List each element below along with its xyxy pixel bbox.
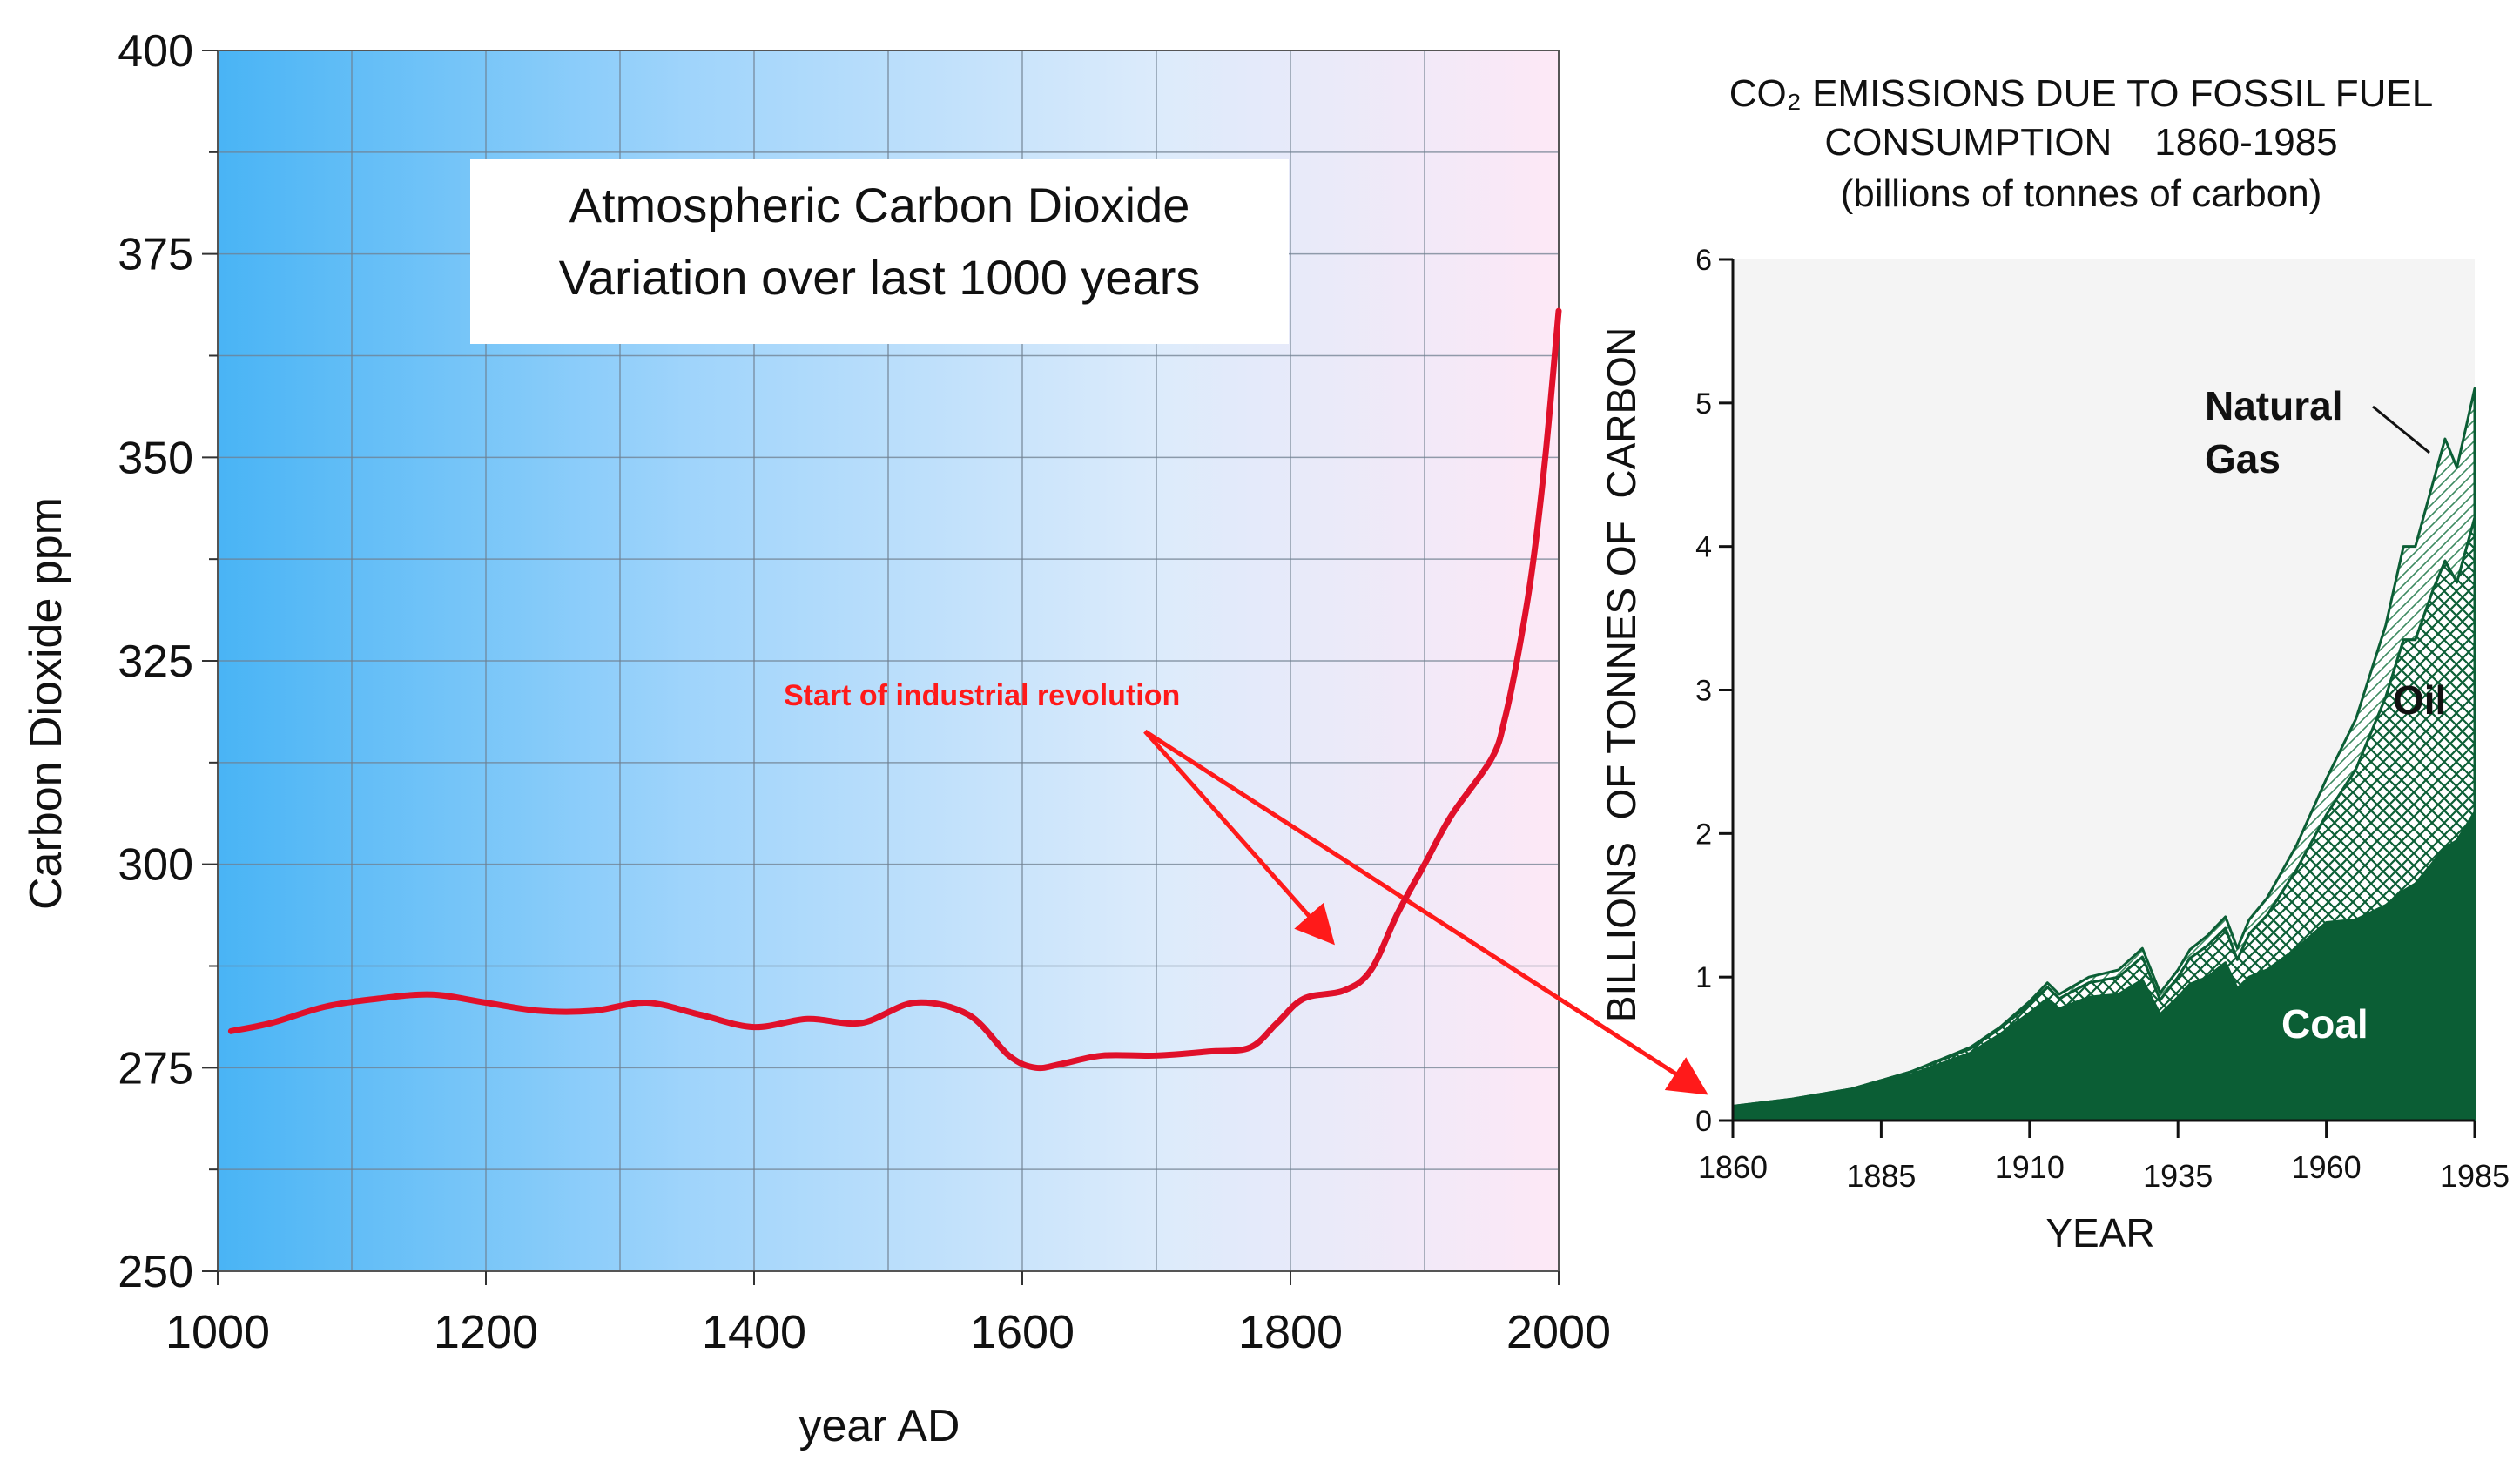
x-tick-label: 1985 [2440,1158,2510,1194]
co2-1000yr-chart: 250 275 300 325 350 375 400 1000 1200 1400 1600 18… [21,26,1708,1451]
x-axis-ticks: 1000 1200 1400 1600 1800 2000 [165,1271,1611,1358]
x-axis-label: year AD [799,1401,960,1451]
x-tick-label: 1600 [970,1306,1075,1358]
x-axis-ticks: 1860 1885 1910 1935 1960 1985 [1698,1121,2510,1194]
fossil-fuel-emissions-chart: CO₂ EMISSIONS DUE TO FOSSIL FUEL CONSUMP… [1599,72,2510,1256]
y-tick-label: 2 [1695,818,1712,851]
label-oil: Oil [2393,677,2446,723]
y-tick-label: 6 [1695,244,1712,277]
right-chart-title-line2: CONSUMPTION 1860-1985 [1824,121,2337,164]
x-tick-label: 1200 [434,1306,538,1358]
y-axis-label: Carbon Dioxide ppm [21,497,71,910]
y-axis-ticks: 0 1 2 3 4 5 6 [1695,244,1733,1138]
label-natural-gas-line2: Gas [2205,436,2281,481]
y-tick-label: 0 [1695,1105,1712,1138]
y-axis-ticks: 250 275 300 325 350 375 400 [118,26,218,1297]
chart-title: Atmospheric Carbon Dioxide [569,178,1190,232]
y-tick-label: 300 [118,840,193,891]
y-tick-label: 1 [1695,961,1712,994]
title-box [470,159,1289,344]
annotation-arrow-2 [1143,729,1708,1095]
x-tick-label: 1860 [1698,1149,1768,1185]
right-chart-subtitle: (billions of tonnes of carbon) [1841,172,2322,215]
annotation-arrow-1 [1143,730,1335,946]
label-natural-gas-line1: Natural [2205,383,2342,428]
x-tick-label: 2000 [1506,1306,1611,1358]
y-tick-label: 350 [118,433,193,483]
x-tick-label: 1910 [1995,1149,2065,1185]
co2-series-line [227,307,1562,1072]
right-chart-title-line1: CO₂ EMISSIONS DUE TO FOSSIL FUEL [1729,72,2433,115]
x-tick-label: 1800 [1238,1306,1343,1358]
annotation-industrial-revolution: Start of industrial revolution [784,679,1180,712]
y-tick-label: 375 [118,230,193,280]
x-tick-label: 1885 [1846,1158,1916,1194]
y-tick-label: 5 [1695,387,1712,421]
x-tick-label: 1000 [165,1306,270,1358]
x-axis-label: YEAR [2045,1210,2154,1256]
y-tick-label: 4 [1695,531,1712,564]
y-axis-label: BILLIONS OF TONNES OF CARBON [1599,327,1644,1022]
y-tick-label: 325 [118,636,193,687]
x-tick-label: 1960 [2292,1149,2362,1185]
label-natural-gas-leader [2372,405,2430,454]
x-tick-label: 1935 [2143,1158,2213,1194]
y-tick-label: 3 [1695,675,1712,708]
label-coal: Coal [2281,1001,2368,1047]
y-tick-label: 275 [118,1043,193,1094]
chart-subtitle: Variation over last 1000 years [559,250,1201,305]
y-tick-label: 250 [118,1247,193,1297]
y-tick-label: 400 [118,26,193,77]
x-tick-label: 1400 [702,1306,806,1358]
